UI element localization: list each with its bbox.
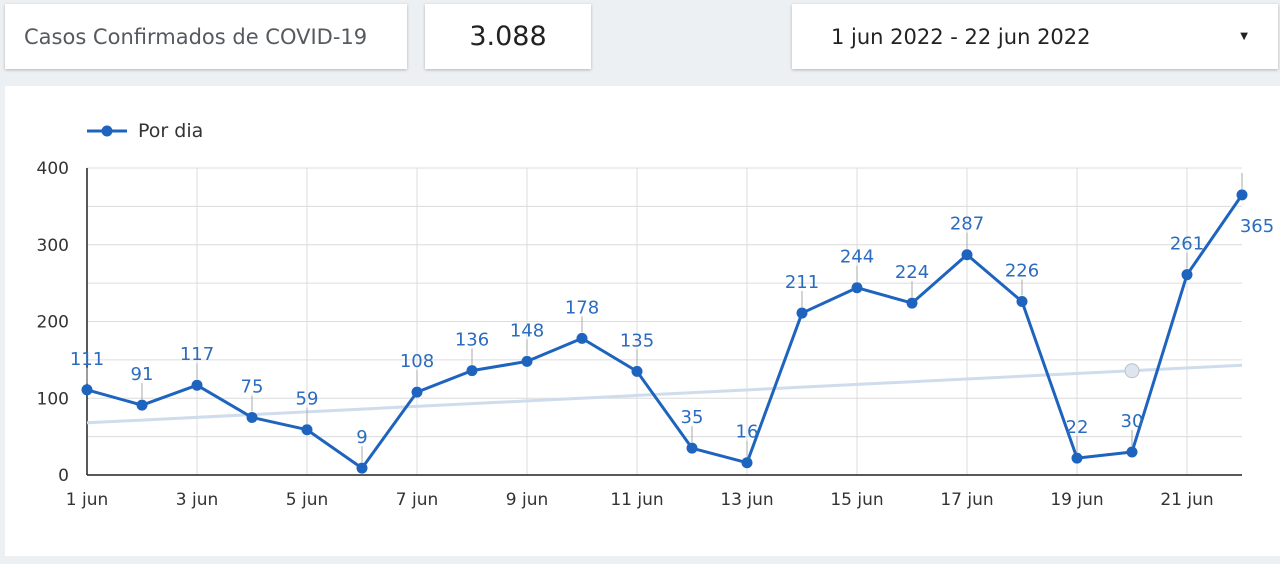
data-point	[1236, 189, 1248, 201]
data-label: 136	[455, 330, 489, 351]
data-label: 211	[785, 272, 819, 293]
data-point	[356, 462, 368, 474]
y-tick-label: 100	[37, 389, 69, 409]
trendline	[86, 363, 1243, 425]
x-tick-label: 5 jun	[286, 490, 329, 510]
data-label: 30	[1121, 411, 1144, 432]
x-tick-label: 19 jun	[1050, 490, 1103, 510]
x-tick-label: 7 jun	[396, 490, 439, 510]
data-point	[301, 424, 313, 436]
data-point	[246, 411, 258, 423]
data-point	[466, 365, 478, 377]
x-tick-label: 17 jun	[940, 490, 993, 510]
data-point	[1071, 452, 1083, 464]
series-line-por-dia	[86, 194, 1244, 470]
x-tick-label: 15 jun	[830, 490, 883, 510]
x-tick-label: 11 jun	[610, 490, 663, 510]
date-range-text: 1 jun 2022 - 22 jun 2022	[831, 24, 1091, 49]
data-point	[851, 282, 863, 294]
data-label: 244	[840, 247, 874, 268]
data-point	[1016, 296, 1028, 308]
data-label: 59	[296, 389, 319, 410]
data-point	[741, 457, 753, 469]
data-point	[81, 384, 93, 396]
data-point	[1181, 269, 1193, 281]
x-tick-label: 3 jun	[176, 490, 219, 510]
data-label: 178	[565, 297, 599, 318]
data-point	[961, 249, 973, 261]
data-point	[521, 355, 533, 367]
data-label: 287	[950, 214, 984, 235]
x-tick-label: 13 jun	[720, 490, 773, 510]
data-point	[191, 379, 203, 391]
data-label: 108	[400, 351, 434, 372]
data-label: 261	[1170, 234, 1204, 255]
data-label: 224	[895, 262, 929, 283]
data-label: 148	[510, 320, 544, 341]
data-label: 91	[131, 364, 154, 385]
legend-label: Por dia	[138, 120, 203, 142]
line-chart: 0 100 200 300 400 1 jun 3 jun 5 jun 7 jun 9 jun 11…	[37, 120, 1275, 510]
y-tick-label: 200	[37, 313, 69, 333]
data-point	[631, 365, 643, 377]
hover-marker	[1124, 363, 1140, 379]
chart-title: Casos Confirmados de COVID-19	[24, 24, 368, 49]
x-tick-label: 1 jun	[66, 490, 109, 510]
y-tick-label: 0	[58, 466, 69, 486]
data-label: 135	[620, 330, 654, 351]
data-label: 365	[1240, 216, 1274, 237]
data-point	[411, 386, 423, 398]
data-point	[1126, 446, 1138, 458]
data-point	[136, 399, 148, 411]
data-label: 117	[180, 344, 214, 365]
data-point	[906, 297, 918, 309]
x-tick-label: 9 jun	[506, 490, 549, 510]
data-label: 16	[736, 422, 759, 443]
legend-marker	[101, 125, 113, 137]
data-point	[686, 442, 698, 454]
total-scorecard: 3.088	[425, 4, 591, 69]
total-value: 3.088	[469, 21, 547, 52]
dropdown-caret-icon: ▼	[1240, 31, 1248, 42]
data-label: 35	[681, 407, 704, 428]
data-point	[796, 307, 808, 319]
y-tick-label: 300	[37, 236, 69, 256]
chart-title-card: Casos Confirmados de COVID-19	[5, 4, 407, 69]
y-tick-label: 400	[37, 159, 69, 179]
x-tick-label: 21 jun	[1160, 490, 1213, 510]
data-label: 75	[241, 376, 264, 397]
data-label: 9	[356, 427, 367, 448]
data-label: 226	[1005, 261, 1039, 282]
chart-panel: 0 100 200 300 400 1 jun 3 jun 5 jun 7 jun 9 jun 11…	[5, 86, 1280, 556]
data-label: 111	[70, 349, 104, 370]
data-label: 22	[1066, 417, 1089, 438]
data-point	[576, 332, 588, 344]
date-range-picker[interactable]: 1 jun 2022 - 22 jun 2022 ▼	[792, 4, 1278, 69]
